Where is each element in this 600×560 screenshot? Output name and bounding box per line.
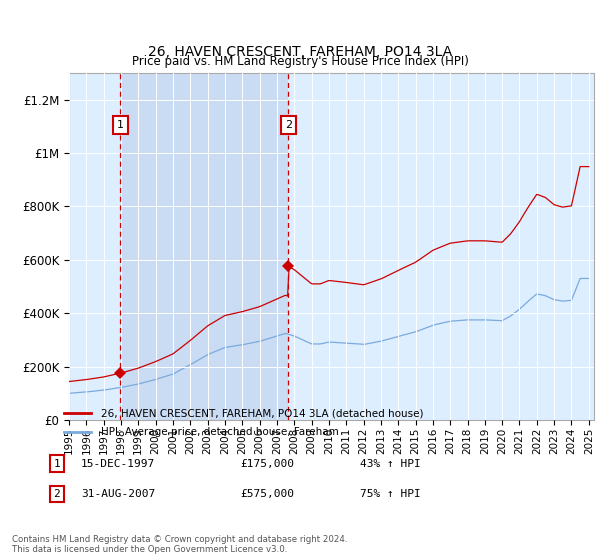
Text: 1: 1 — [53, 459, 61, 469]
Text: 2: 2 — [285, 120, 292, 130]
Text: 15-DEC-1997: 15-DEC-1997 — [81, 459, 155, 469]
Text: 2: 2 — [53, 489, 61, 499]
Text: 31-AUG-2007: 31-AUG-2007 — [81, 489, 155, 499]
Text: HPI: Average price, detached house, Fareham: HPI: Average price, detached house, Fare… — [101, 427, 339, 437]
Text: 75% ↑ HPI: 75% ↑ HPI — [360, 489, 421, 499]
Text: 26, HAVEN CRESCENT, FAREHAM, PO14 3LA: 26, HAVEN CRESCENT, FAREHAM, PO14 3LA — [148, 45, 452, 59]
Text: Price paid vs. HM Land Registry's House Price Index (HPI): Price paid vs. HM Land Registry's House … — [131, 55, 469, 68]
Bar — [120, 73, 289, 420]
Text: £575,000: £575,000 — [240, 489, 294, 499]
Text: 1: 1 — [117, 120, 124, 130]
Text: 26, HAVEN CRESCENT, FAREHAM, PO14 3LA (detached house): 26, HAVEN CRESCENT, FAREHAM, PO14 3LA (d… — [101, 408, 424, 418]
Text: 43% ↑ HPI: 43% ↑ HPI — [360, 459, 421, 469]
Text: Contains HM Land Registry data © Crown copyright and database right 2024.
This d: Contains HM Land Registry data © Crown c… — [12, 535, 347, 554]
Text: £175,000: £175,000 — [240, 459, 294, 469]
